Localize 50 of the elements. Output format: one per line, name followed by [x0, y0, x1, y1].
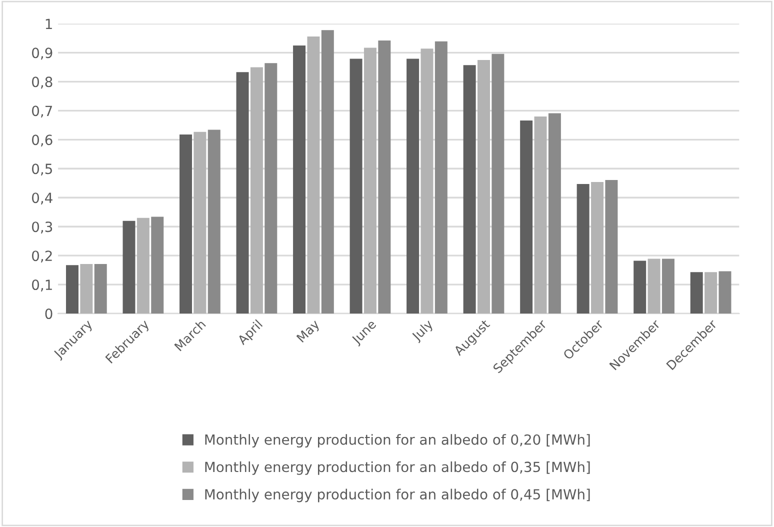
bar — [122, 220, 136, 314]
bar — [80, 264, 93, 314]
bar — [548, 113, 561, 314]
bar — [704, 272, 718, 314]
y-tick-label: 0,5 — [32, 164, 52, 176]
bar — [208, 130, 220, 314]
bar — [576, 184, 590, 314]
bar — [151, 216, 164, 314]
y-tick-label: 0,1 — [32, 280, 52, 292]
legend-label: Monthly energy production for an albedo of 0,20 [MWh] — [205, 434, 590, 448]
y-tick-label: 0,3 — [32, 222, 52, 234]
bar — [605, 180, 618, 314]
bar — [94, 264, 107, 314]
bar — [66, 265, 78, 314]
bar — [690, 272, 703, 314]
legend-label: Monthly energy production for an albedo of 0,45 [MWh] — [205, 488, 590, 502]
bar — [534, 116, 547, 314]
bar — [364, 48, 376, 314]
bar — [634, 260, 646, 314]
bar — [648, 258, 660, 314]
bar — [406, 58, 420, 314]
bar — [194, 132, 206, 314]
legend-label: Monthly energy production for an albedo of 0,35 [MWh] — [205, 461, 590, 475]
bar — [463, 65, 476, 314]
bar — [718, 271, 732, 314]
y-tick-label: 0 — [45, 308, 52, 320]
bar — [264, 63, 278, 314]
y-tick-label: 0,6 — [32, 134, 52, 147]
y-tick-label: 1 — [46, 18, 52, 29]
y-tick-label: 0,2 — [32, 250, 52, 262]
bar — [591, 182, 604, 314]
y-tick-label: 0,8 — [32, 76, 52, 89]
bar — [321, 30, 334, 314]
bar — [350, 58, 362, 314]
y-tick-label: 0,4 — [32, 192, 52, 205]
bar — [662, 258, 674, 314]
bar — [236, 72, 249, 314]
bar — [492, 54, 504, 314]
bar — [293, 45, 306, 314]
bar — [420, 48, 434, 314]
bar — [307, 36, 320, 314]
bar — [434, 41, 448, 314]
bar — [180, 134, 192, 314]
bar — [250, 67, 263, 314]
bar — [378, 40, 391, 314]
bar — [136, 218, 150, 314]
bar — [478, 60, 490, 314]
bar — [520, 120, 533, 314]
y-tick-label: 0,7 — [32, 106, 52, 118]
y-tick-label: 0,9 — [32, 48, 52, 60]
